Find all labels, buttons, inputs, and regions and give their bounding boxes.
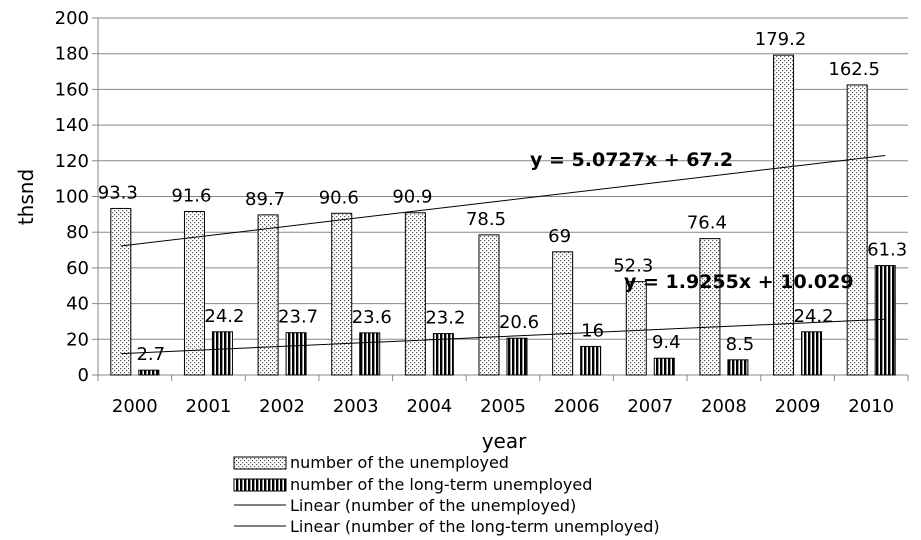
x-tick-label: 2010 <box>848 396 894 417</box>
bar-unemployed <box>699 238 721 376</box>
x-tick-label: 2000 <box>112 396 158 417</box>
legend-label-trend-long-term: Linear (number of the long-term unemploy… <box>290 517 660 536</box>
y-tick-label: 180 <box>55 44 89 65</box>
y-tick-label: 0 <box>78 365 89 386</box>
legend-label-unemployed: number of the unemployed <box>290 453 509 472</box>
bar-unemployed <box>478 234 500 376</box>
bar-unemployed <box>552 251 574 376</box>
bar-long-term <box>506 337 528 376</box>
legend-swatch-long-term <box>233 478 287 492</box>
data-label-long-term: 8.5 <box>726 334 755 355</box>
bar-unemployed <box>404 212 426 376</box>
y-axis-title: thsnd <box>14 169 38 225</box>
legend-label-long-term: number of the long-term unemployed <box>290 475 592 494</box>
y-tick-label: 140 <box>55 115 89 136</box>
y-tick-label: 100 <box>55 187 89 208</box>
y-tick-label: 160 <box>55 79 89 100</box>
bar-long-term <box>727 359 749 376</box>
y-tick-label: 80 <box>66 222 89 243</box>
bar-long-term <box>359 332 381 376</box>
y-tick-label: 120 <box>55 151 89 172</box>
data-label-long-term: 20.6 <box>499 312 539 333</box>
data-label-long-term: 23.6 <box>352 307 392 328</box>
bar-long-term <box>211 331 233 376</box>
trendline-long-term <box>120 318 886 355</box>
data-label-long-term: 2.7 <box>136 344 165 365</box>
bar-long-term <box>580 345 602 376</box>
x-tick-label: 2005 <box>480 396 526 417</box>
y-tick-label: 20 <box>66 329 89 350</box>
equation-long-term: y = 1.9255x + 10.029 <box>624 271 854 293</box>
data-labels: 93.3 91.6 89.7 90.6 90.9 78.5 69 52.3 76.4 179.2 1… <box>98 29 907 365</box>
bars <box>110 54 896 376</box>
y-tick-label: 40 <box>66 294 89 315</box>
data-label-unemployed: 179.2 <box>755 29 807 50</box>
x-tick-label: 2008 <box>701 396 747 417</box>
data-label-unemployed: 52.3 <box>613 256 653 277</box>
data-label-long-term: 9.4 <box>652 332 681 353</box>
data-label-long-term: 16 <box>581 320 604 341</box>
data-label-long-term: 24.2 <box>204 306 244 327</box>
y-tick-label: 60 <box>66 258 89 279</box>
bar-unemployed <box>773 54 795 376</box>
equation-unemployed: y = 5.0727x + 67.2 <box>530 149 733 171</box>
y-tick-label: 200 <box>55 8 89 29</box>
data-label-long-term: 61.3 <box>867 240 907 261</box>
data-label-unemployed: 76.4 <box>687 213 727 234</box>
x-tick-label: 2004 <box>406 396 452 417</box>
data-label-unemployed: 162.5 <box>828 59 880 80</box>
data-label-unemployed: 90.9 <box>392 187 432 208</box>
data-label-unemployed: 69 <box>548 226 571 247</box>
x-tick-label: 2009 <box>775 396 821 417</box>
trendline-unemployed <box>120 154 886 247</box>
data-label-unemployed: 90.6 <box>319 187 359 208</box>
x-tick-label: 2007 <box>627 396 673 417</box>
data-label-unemployed: 89.7 <box>245 189 285 210</box>
bar-unemployed <box>183 210 205 376</box>
x-axis-title: year <box>482 429 527 453</box>
x-tick-label: 2006 <box>554 396 600 417</box>
bar-unemployed <box>846 84 868 376</box>
x-tick-label: 2003 <box>333 396 379 417</box>
bar-unemployed <box>110 207 132 376</box>
legend: number of the unemployed number of the l… <box>233 453 660 536</box>
bar-long-term <box>285 332 307 376</box>
data-label-long-term: 23.2 <box>425 308 465 329</box>
gridlines <box>98 17 908 376</box>
bar-long-term <box>801 331 823 376</box>
bar-unemployed <box>331 212 353 376</box>
axes: 0 20 40 60 80 100 120 140 160 180 200 2000 2001 2002 2… <box>55 8 909 417</box>
data-label-unemployed: 78.5 <box>466 209 506 230</box>
bar-long-term <box>653 357 675 376</box>
bar-unemployed <box>257 214 279 376</box>
x-tick-label: 2002 <box>259 396 305 417</box>
bar-long-term <box>432 333 454 376</box>
data-label-unemployed: 93.3 <box>98 182 138 203</box>
bar-unemployed <box>625 281 647 376</box>
x-tick-label: 2001 <box>186 396 232 417</box>
trendlines <box>120 154 886 355</box>
bar-long-term <box>874 265 896 376</box>
legend-swatch-unemployed <box>233 456 287 470</box>
legend-label-trend-unemployed: Linear (number of the unemployed) <box>290 496 576 515</box>
data-label-unemployed: 91.6 <box>171 185 211 206</box>
bar-long-term <box>138 369 160 376</box>
data-label-long-term: 23.7 <box>278 307 318 328</box>
data-label-long-term: 24.2 <box>794 306 834 327</box>
